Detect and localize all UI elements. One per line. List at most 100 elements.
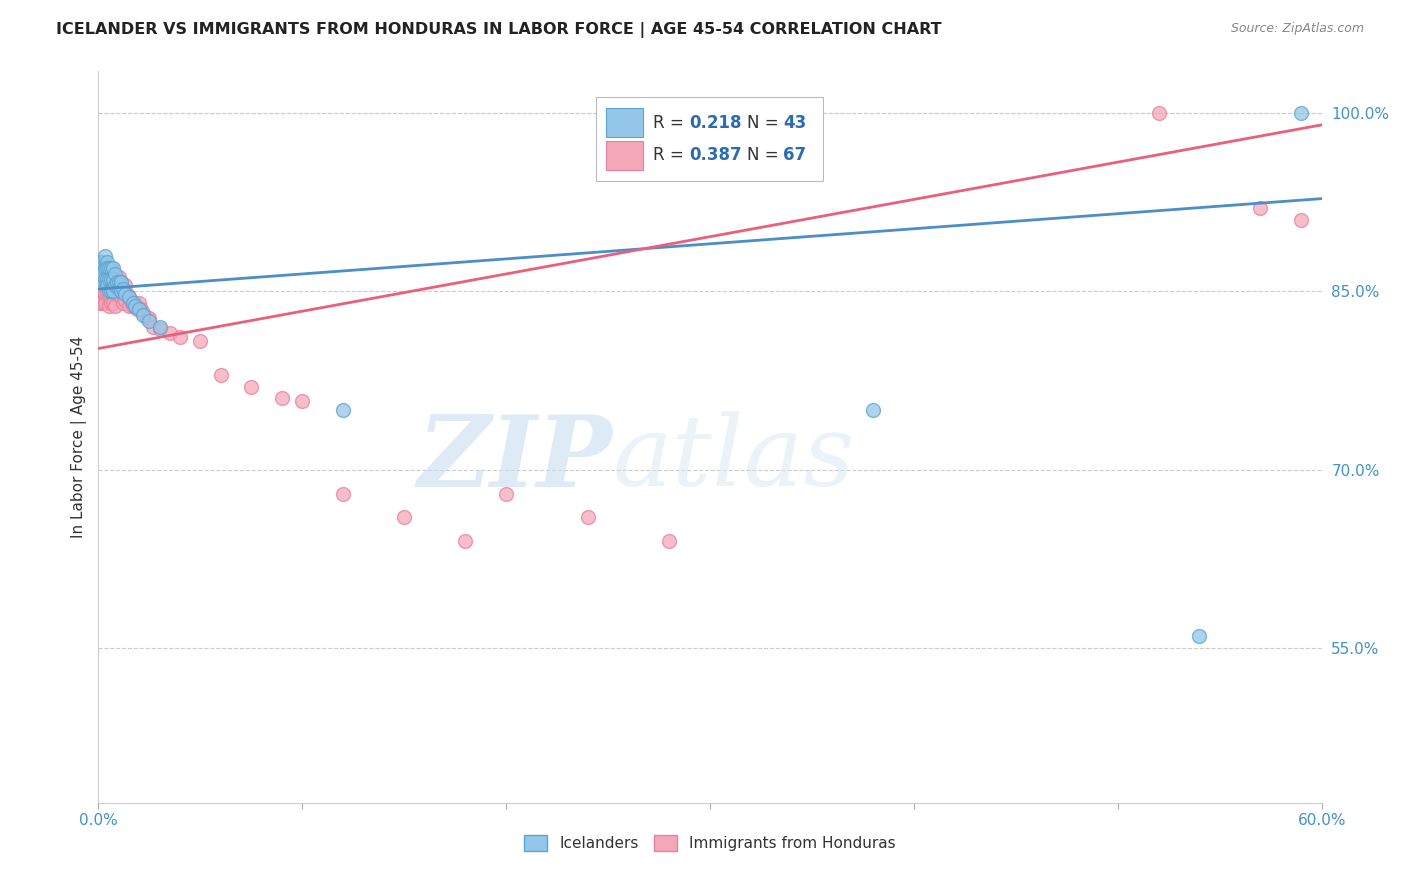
Point — [270, 392, 294, 406]
Point — [120, 293, 142, 308]
Point — [108, 285, 131, 299]
Point — [108, 270, 131, 285]
FancyBboxPatch shape — [596, 97, 823, 181]
Point — [100, 285, 122, 299]
Point — [128, 302, 150, 317]
Point — [576, 510, 599, 524]
Point — [101, 296, 124, 310]
Point — [89, 260, 111, 275]
Point — [159, 326, 181, 340]
FancyBboxPatch shape — [606, 141, 643, 170]
Point — [1291, 106, 1313, 120]
Point — [96, 272, 118, 286]
Point — [1249, 201, 1271, 215]
Point — [1188, 629, 1211, 643]
Point — [91, 272, 114, 286]
Point — [101, 282, 124, 296]
Point — [1291, 213, 1313, 227]
Point — [91, 296, 114, 310]
Point — [332, 403, 354, 417]
Point — [96, 275, 118, 289]
Point — [129, 302, 152, 317]
Point — [124, 299, 146, 313]
Point — [658, 534, 681, 549]
Point — [124, 296, 146, 310]
Point — [138, 310, 160, 325]
Point — [104, 299, 127, 313]
Point — [89, 272, 111, 286]
Point — [114, 293, 136, 307]
Point — [115, 286, 138, 301]
Point — [97, 285, 120, 299]
Point — [100, 296, 122, 310]
Point — [1147, 106, 1170, 120]
Point — [89, 290, 111, 304]
Point — [97, 286, 120, 301]
Point — [101, 285, 124, 299]
Text: Source: ZipAtlas.com: Source: ZipAtlas.com — [1230, 22, 1364, 36]
Point — [118, 290, 141, 304]
Point — [169, 329, 191, 343]
Text: ZIP: ZIP — [418, 411, 612, 508]
Point — [122, 296, 145, 310]
Legend: Icelanders, Immigrants from Honduras: Icelanders, Immigrants from Honduras — [519, 830, 901, 857]
Point — [149, 322, 172, 336]
Point — [97, 260, 120, 275]
Text: N =: N = — [747, 113, 783, 131]
Point — [100, 270, 122, 285]
Point — [392, 510, 416, 524]
Point — [111, 282, 134, 296]
Point — [862, 403, 884, 417]
Text: R =: R = — [652, 113, 689, 131]
Point — [332, 486, 354, 500]
Text: R =: R = — [652, 146, 689, 164]
Point — [96, 260, 118, 275]
Point — [104, 272, 127, 286]
Point — [96, 254, 118, 268]
Point — [100, 272, 122, 286]
Point — [188, 334, 212, 349]
Point — [118, 290, 141, 304]
Point — [132, 306, 155, 320]
Text: ICELANDER VS IMMIGRANTS FROM HONDURAS IN LABOR FORCE | AGE 45-54 CORRELATION CHA: ICELANDER VS IMMIGRANTS FROM HONDURAS IN… — [56, 22, 942, 38]
Point — [454, 534, 477, 549]
Point — [97, 299, 120, 313]
Point — [209, 368, 232, 382]
Point — [110, 290, 132, 304]
Text: 43: 43 — [783, 113, 807, 131]
Point — [128, 296, 150, 310]
Y-axis label: In Labor Force | Age 45-54: In Labor Force | Age 45-54 — [72, 336, 87, 538]
Point — [110, 275, 132, 289]
Point — [142, 320, 165, 334]
Point — [89, 254, 111, 268]
Point — [96, 286, 118, 301]
Point — [91, 285, 114, 299]
Point — [127, 302, 149, 317]
Point — [96, 263, 118, 277]
Point — [93, 260, 115, 275]
Point — [149, 320, 172, 334]
Point — [89, 267, 111, 281]
Point — [100, 282, 122, 296]
Point — [108, 275, 131, 289]
Point — [111, 296, 134, 310]
Point — [118, 299, 141, 313]
Point — [114, 278, 136, 293]
Point — [93, 296, 115, 310]
Point — [97, 263, 120, 277]
Point — [101, 260, 124, 275]
Point — [104, 267, 127, 281]
Text: 0.218: 0.218 — [689, 113, 742, 131]
Point — [132, 308, 155, 322]
Point — [105, 286, 128, 301]
Point — [138, 314, 160, 328]
Point — [100, 260, 122, 275]
Point — [105, 275, 128, 289]
Point — [110, 275, 132, 289]
Point — [101, 272, 124, 286]
Point — [91, 254, 114, 268]
Text: N =: N = — [747, 146, 783, 164]
Point — [495, 486, 517, 500]
Point — [91, 260, 114, 275]
Point — [104, 278, 127, 293]
